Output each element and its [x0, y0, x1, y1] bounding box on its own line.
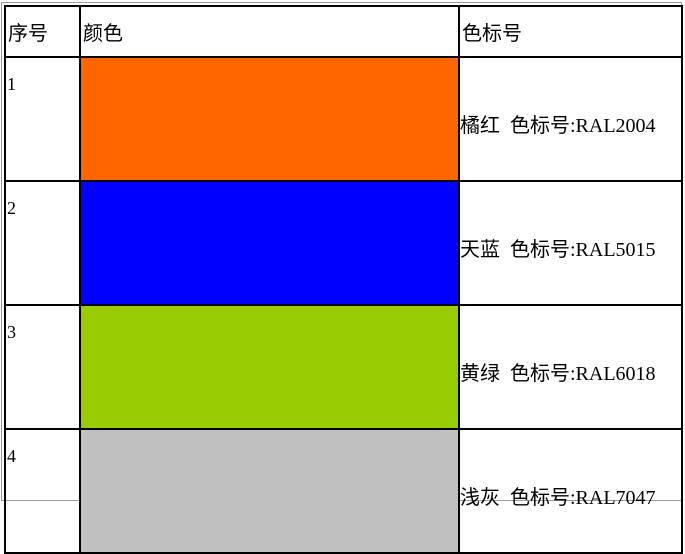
color-table: 序号 颜色 色标号 1 橘红 色标号:RAL2004 2 天蓝 色标号:RAL5015… [4, 5, 683, 554]
header-cell: 序号 [4, 5, 81, 58]
code-cell: 浅灰 色标号:RAL7047 [458, 428, 683, 554]
color-swatch [79, 304, 460, 430]
header-row: 序号 颜色 色标号 [4, 5, 683, 58]
code-cell: 橘红 色标号:RAL2004 [458, 56, 683, 182]
color-swatch [79, 180, 460, 306]
table-row: 1 橘红 色标号:RAL2004 [4, 56, 683, 182]
code-cell: 黄绿 色标号:RAL6018 [458, 304, 683, 430]
index-cell: 2 [4, 180, 81, 306]
index-cell: 3 [4, 304, 81, 430]
header-cell: 色标号 [458, 5, 683, 58]
table-body: 序号 颜色 色标号 1 橘红 色标号:RAL2004 2 天蓝 色标号:RAL5015… [4, 5, 683, 554]
table-row: 3 黄绿 色标号:RAL6018 [4, 304, 683, 430]
header-cell: 颜色 [79, 5, 460, 58]
index-cell: 1 [4, 56, 81, 182]
table-row: 4 浅灰 色标号:RAL7047 [4, 428, 683, 554]
code-cell: 天蓝 色标号:RAL5015 [458, 180, 683, 306]
color-swatch [79, 428, 460, 554]
table-row: 2 天蓝 色标号:RAL5015 [4, 180, 683, 306]
color-swatch [79, 56, 460, 182]
index-cell: 4 [4, 428, 81, 554]
